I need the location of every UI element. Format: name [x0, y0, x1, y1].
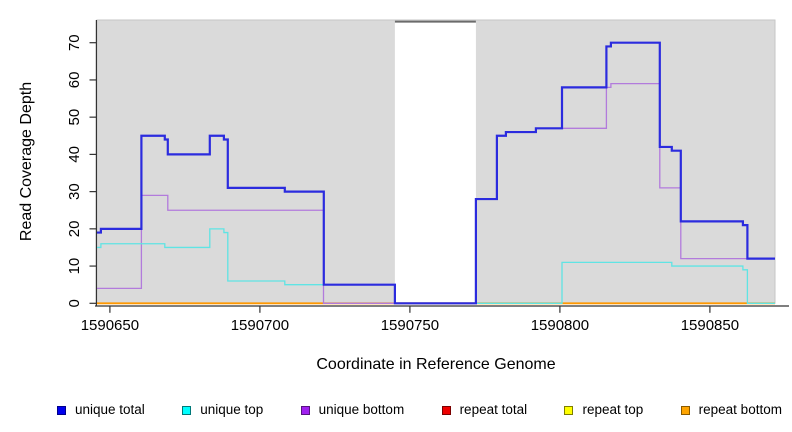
y-tick-label: 20: [66, 221, 83, 238]
legend-swatch-icon: [57, 405, 66, 415]
x-tick-label: 1590750: [381, 317, 439, 334]
x-tick-label: 1590650: [81, 317, 139, 334]
legend-swatch-icon: [564, 405, 574, 415]
x-tick-label: 1590850: [681, 317, 739, 334]
legend-swatch-icon: [182, 405, 192, 415]
y-tick-label: 10: [66, 258, 83, 275]
legend-label: repeat top: [582, 402, 644, 418]
legend-item-repeat-top: repeat top: [564, 403, 643, 417]
y-axis-title: Read Coverage Depth: [18, 82, 35, 241]
series-unique-total: [97, 41, 775, 305]
legend-label: unique bottom: [318, 402, 405, 418]
x-axis-title: Coordinate in Reference Genome: [316, 356, 555, 373]
y-tick-label: 60: [66, 72, 83, 89]
legend: unique total unique top unique bottom repea…: [0, 399, 792, 421]
y-tick-label: 0: [66, 299, 83, 307]
coverage-plot: 0 10 20 30 40 50 60 70 1590650 1590700 1590750 1590…: [18, 19, 789, 373]
legend-item-unique-top: unique top: [182, 403, 263, 417]
y-tick-label: 70: [66, 34, 83, 51]
x-tick-label: 1590800: [531, 317, 589, 334]
legend-item-repeat-bottom: repeat bottom: [680, 402, 782, 418]
y-tick-label: 30: [66, 183, 83, 200]
legend-label: unique total: [75, 402, 145, 418]
legend-label: repeat total: [459, 402, 528, 418]
legend-item-unique-total: unique total: [57, 403, 145, 417]
legend-swatch-icon: [680, 405, 690, 415]
legend-label: repeat bottom: [698, 402, 782, 418]
x-tick-label: 1590700: [231, 317, 289, 334]
legend-swatch-icon: [300, 405, 310, 415]
y-tick-label: 50: [66, 109, 83, 126]
series-unique-top: [97, 228, 775, 304]
legend-swatch-icon: [441, 405, 451, 415]
legend-label: unique top: [200, 402, 264, 418]
legend-item-repeat-total: repeat total: [441, 402, 528, 418]
y-tick-label: 40: [66, 146, 83, 163]
coverage-gap-region: [394, 20, 476, 303]
legend-item-unique-bottom: unique bottom: [300, 402, 405, 418]
